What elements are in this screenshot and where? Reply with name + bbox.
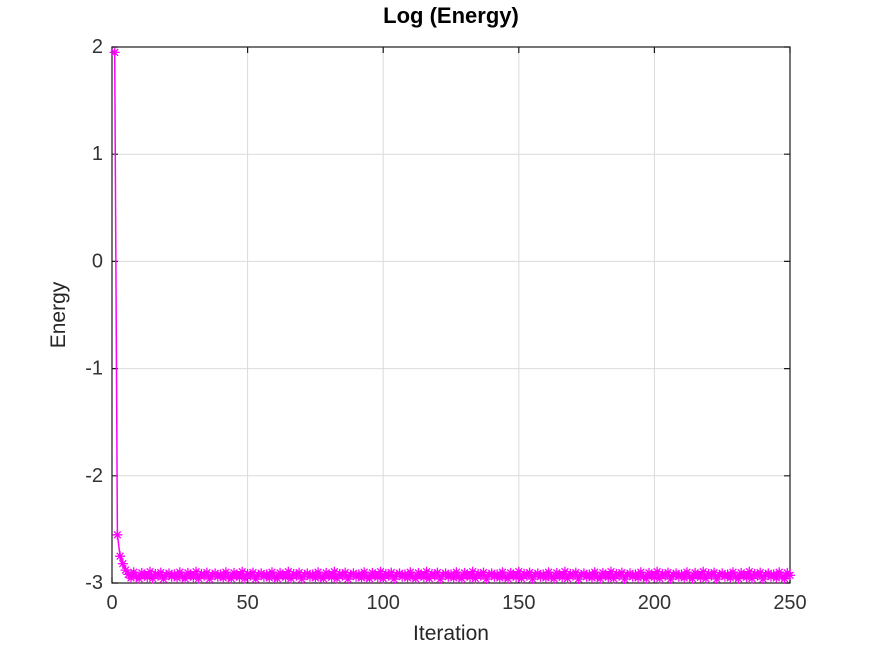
x-tick-label: 0 xyxy=(106,592,117,614)
x-tick-label: 50 xyxy=(236,592,258,614)
x-axis-label: Iteration xyxy=(413,622,489,645)
x-tick-label: 200 xyxy=(638,592,671,614)
y-tick-label: -2 xyxy=(85,465,103,487)
x-tick-label: 150 xyxy=(502,592,535,614)
y-tick-label: 1 xyxy=(92,143,103,165)
series-markers-log-energy xyxy=(109,47,795,584)
chart-title: Log (Energy) xyxy=(383,3,519,28)
gridlines xyxy=(112,47,790,583)
y-tick-label: 0 xyxy=(92,250,103,272)
axes-box xyxy=(111,46,791,584)
y-tick-label: 2 xyxy=(92,36,103,58)
tick-marks xyxy=(111,46,791,584)
series-line-log-energy xyxy=(113,52,791,580)
y-tick-label: -3 xyxy=(85,572,103,594)
y-tick-label: -1 xyxy=(85,358,103,380)
x-tick-label: 250 xyxy=(773,592,806,614)
x-tick-label: 100 xyxy=(367,592,400,614)
